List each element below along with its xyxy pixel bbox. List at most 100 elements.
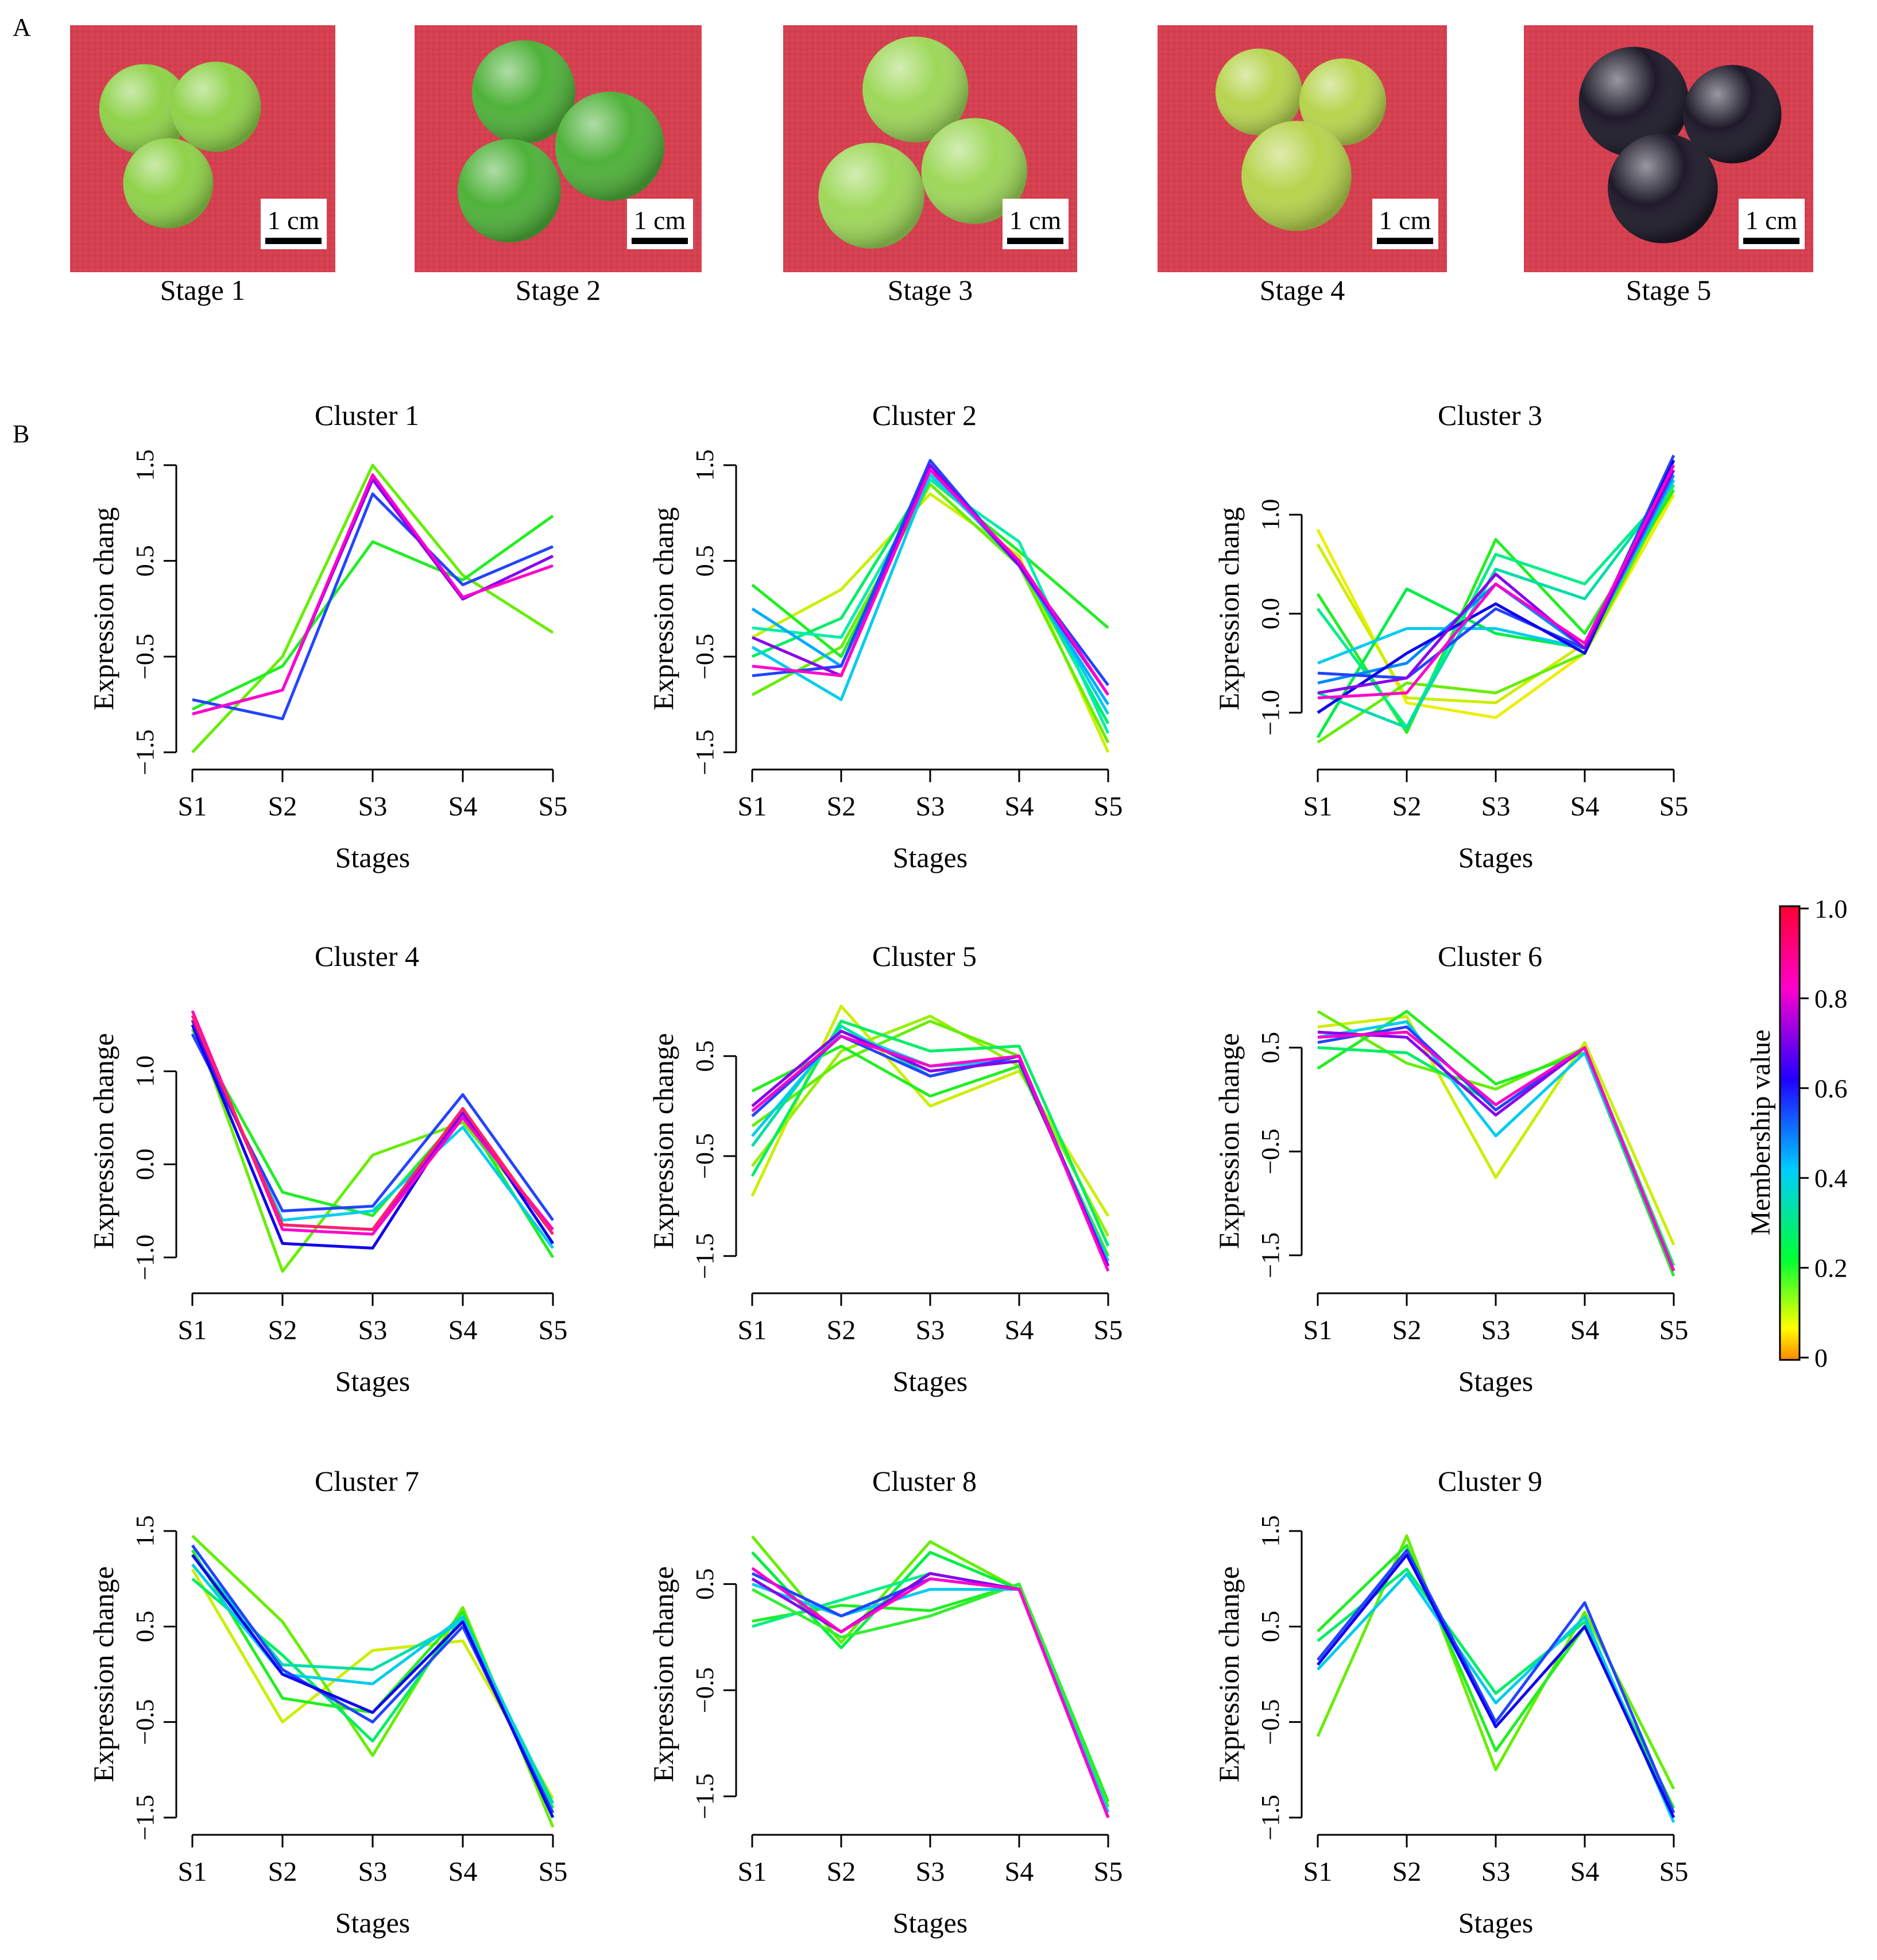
- series-line-g10: [751, 1034, 1110, 1272]
- berry-shading: [921, 118, 1027, 224]
- x-tick-label: S1: [1303, 1315, 1333, 1346]
- y-tick-label: 0.5: [131, 545, 159, 577]
- y-tick-label: 0.5: [1256, 1611, 1284, 1642]
- chart-title: Cluster 7: [315, 1465, 419, 1497]
- x-tick-label: S1: [178, 1315, 207, 1346]
- x-tick-label: S3: [916, 1315, 945, 1346]
- series-line-g3: [1317, 1568, 1675, 1819]
- stage-photo-2: 1 cm Stage 2: [415, 25, 702, 306]
- series-line-g5: [1317, 1020, 1675, 1271]
- series-line-g8: [1317, 1030, 1675, 1271]
- stage-label: Stage 2: [516, 274, 601, 306]
- chart-title: Cluster 6: [1438, 940, 1542, 972]
- series-line-g6: [1316, 484, 1675, 729]
- series-line-g5: [751, 1582, 1110, 1808]
- x-tick-label: S3: [358, 1315, 388, 1346]
- berry-shading: [555, 91, 664, 201]
- x-tick-label: S2: [268, 791, 297, 822]
- berry-shading: [1241, 121, 1352, 231]
- series-line-g8: [191, 1554, 555, 1819]
- series-line-g1: [750, 1004, 1110, 1217]
- colorbar-tick-label: 0.4: [1814, 1163, 1848, 1193]
- stage-photo-3: 1 cm Stage 3: [783, 25, 1077, 306]
- berry-shading: [99, 64, 189, 154]
- x-axis-label: Stages: [1458, 1907, 1534, 1939]
- x-tick-label: S3: [1481, 1857, 1511, 1887]
- series-line-g1: [1317, 1015, 1675, 1246]
- cluster-chart-6: Cluster 6 −1.5 −0.5 0.5 Expression change S1 S…: [1213, 940, 1688, 1397]
- y-tick-label: −0.5: [1256, 1128, 1284, 1174]
- y-axis-label: Expression chang: [87, 507, 119, 710]
- x-tick-label: S4: [1005, 1857, 1034, 1887]
- chart-title: Cluster 4: [315, 940, 419, 972]
- series-line-g2: [191, 515, 554, 711]
- y-tick-label: 1.5: [691, 450, 719, 481]
- berry-shading: [1578, 47, 1689, 157]
- x-tick-label: S3: [916, 1857, 945, 1887]
- x-tick-label: S2: [1392, 791, 1422, 822]
- series-line-g10: [752, 468, 1110, 696]
- x-tick-label: S1: [738, 791, 767, 822]
- colorbar-tick-label: 0.2: [1814, 1254, 1848, 1283]
- y-tick-label: −0.5: [691, 1133, 719, 1179]
- series-line-g12: [1317, 469, 1675, 695]
- y-tick-label: 0.0: [1256, 598, 1284, 629]
- y-axis-label: Expression change: [647, 1033, 679, 1249]
- x-tick-label: S5: [1094, 791, 1123, 822]
- cluster-chart-3: Cluster 3 −1.0 0.0 1.0 Expression chang S1 S2 S…: [1213, 399, 1688, 873]
- series-line-g9: [752, 463, 1110, 696]
- x-tick-label: S2: [268, 1315, 297, 1346]
- x-tick-label: S4: [448, 1315, 478, 1346]
- series-line-g2: [191, 1029, 555, 1258]
- y-tick-label: −0.5: [131, 1699, 159, 1745]
- series-line-g8: [191, 1015, 555, 1235]
- berry-shading: [458, 139, 561, 243]
- y-axis-label: Expression change: [647, 1566, 679, 1782]
- cluster-chart-1: Cluster 1 −1.5 −0.5 0.5 1.5 Expression chang S…: [87, 399, 567, 873]
- x-axis-label: Stages: [1458, 841, 1534, 873]
- chart-title: Cluster 9: [1438, 1465, 1542, 1497]
- x-tick-label: S5: [1659, 791, 1689, 822]
- y-tick-label: 0.5: [691, 545, 719, 577]
- berry-shading: [862, 36, 969, 142]
- y-tick-label: −0.5: [131, 633, 159, 679]
- y-tick-label: 1.5: [131, 1516, 159, 1547]
- berry-shading: [818, 142, 924, 249]
- y-tick-label: 0.5: [131, 1611, 159, 1642]
- series-line-g10: [1317, 454, 1675, 680]
- series-line-g6: [1317, 1025, 1675, 1271]
- colorbar-tick-label: 0.6: [1814, 1074, 1848, 1103]
- stage-photo-5: 1 cm Stage 5: [1524, 25, 1813, 306]
- y-tick-label: 0.5: [691, 1041, 719, 1072]
- stage-label: Stage 5: [1626, 274, 1712, 306]
- x-tick-label: S5: [1659, 1857, 1689, 1887]
- colorbar-tick-label: 0.8: [1814, 984, 1848, 1013]
- cluster-chart-7: Cluster 7 −1.5 −0.5 0.5 1.5 Expression change…: [87, 1465, 567, 1939]
- x-axis-label: Stages: [893, 1907, 968, 1939]
- y-axis-label: Expression chang: [647, 507, 679, 710]
- y-tick-label: −0.5: [691, 1667, 719, 1713]
- chart-title: Cluster 5: [872, 940, 977, 972]
- scale-bar: [1007, 238, 1063, 244]
- series-line-g4: [1317, 1046, 1675, 1266]
- y-tick-label: 0.5: [1256, 1032, 1284, 1064]
- x-axis-label: Stages: [335, 1907, 411, 1939]
- stage-photo-4: 1 cm Stage 4: [1158, 25, 1447, 306]
- chart-title: Cluster 2: [872, 399, 977, 431]
- y-tick-label: −1.0: [131, 1235, 159, 1281]
- y-axis-label: Expression chang: [1213, 507, 1245, 710]
- stage-label: Stage 3: [888, 274, 973, 306]
- colorbar-gradient: [1779, 905, 1801, 1361]
- series-line-g13: [1317, 464, 1675, 699]
- x-tick-label: S5: [539, 1857, 568, 1887]
- scale-bar-label: 1 cm: [1009, 206, 1062, 235]
- x-tick-label: S2: [827, 791, 856, 822]
- series-line-g3: [751, 478, 1109, 658]
- series-line-g9: [751, 1567, 1110, 1818]
- berry-shading: [171, 61, 261, 152]
- colorbar-ticks: 1.0 0.8 0.6 0.4 0.2 0: [1799, 894, 1848, 1373]
- stage-label: Stage 1: [160, 274, 246, 306]
- x-tick-label: S4: [448, 791, 478, 822]
- x-tick-label: S1: [738, 1857, 767, 1887]
